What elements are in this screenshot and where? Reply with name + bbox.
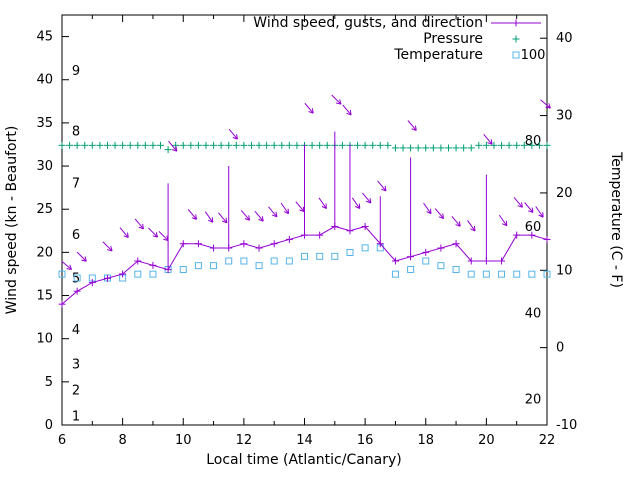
- beaufort-label: 9: [72, 64, 80, 79]
- y-right-tick-label: 10: [556, 263, 573, 278]
- beaufort-label: 3: [72, 358, 80, 373]
- fahrenheit-label: 20: [525, 392, 542, 407]
- beaufort-label: 4: [72, 323, 80, 338]
- y-left-tick-label: 0: [45, 418, 53, 433]
- x-tick-label: 10: [175, 433, 192, 448]
- x-tick-label: 16: [357, 433, 374, 448]
- right-axis-title: Temperature (C - F): [608, 151, 624, 288]
- beaufort-label: 6: [72, 228, 80, 243]
- legend-label-pressure: Pressure: [423, 31, 483, 47]
- y-right-tick-label: 20: [556, 186, 573, 201]
- y-right-tick-label: 30: [556, 109, 573, 124]
- y-left-tick-label: 30: [36, 159, 53, 174]
- temperature-marker: [317, 253, 323, 259]
- temperature-marker: [529, 271, 535, 277]
- legend-label-temperature: Temperature: [393, 47, 483, 63]
- y-left-tick-label: 40: [36, 73, 53, 88]
- legend-label-wind: Wind speed, gusts, and direction: [253, 15, 483, 31]
- y-left-tick-label: 10: [36, 332, 53, 347]
- temperature-marker: [408, 267, 414, 273]
- beaufort-label: 8: [72, 125, 80, 140]
- fahrenheit-label: 100: [521, 48, 546, 63]
- fahrenheit-label: 40: [525, 307, 542, 322]
- beaufort-label: 1: [72, 409, 80, 424]
- temperature-marker: [499, 271, 505, 277]
- x-tick-label: 20: [478, 433, 495, 448]
- legend-sample-marker: [513, 52, 519, 58]
- temperature-marker: [332, 253, 338, 259]
- y-left-tick-label: 5: [45, 375, 53, 390]
- data-series: [59, 95, 551, 308]
- temperature-marker: [195, 263, 201, 269]
- x-tick-label: 8: [118, 433, 126, 448]
- temperature-marker: [226, 258, 232, 264]
- temperature-marker: [286, 258, 292, 264]
- y-left-tick-label: 35: [36, 116, 53, 131]
- temperature-marker: [150, 271, 156, 277]
- y-left-tick-label: 45: [36, 30, 53, 45]
- temperature-marker: [362, 245, 368, 251]
- y-right-tick-label: 40: [556, 31, 573, 46]
- y-left-tick-label: 25: [36, 202, 53, 217]
- x-tick-label: 22: [539, 433, 556, 448]
- temperature-marker: [423, 258, 429, 264]
- temperature-marker: [135, 271, 141, 277]
- x-tick-label: 12: [236, 433, 253, 448]
- y-left-tick-label: 15: [36, 289, 53, 304]
- temperature-marker: [468, 271, 474, 277]
- temperature-marker: [271, 258, 277, 264]
- temperature-marker: [483, 271, 489, 277]
- x-tick-label: 14: [296, 433, 313, 448]
- x-axis-title: Local time (Atlantic/Canary): [206, 452, 402, 468]
- y-right-tick-label: -10: [556, 418, 577, 433]
- fahrenheit-label: 80: [525, 134, 542, 149]
- fahrenheit-label: 60: [525, 220, 542, 235]
- temperature-marker: [514, 271, 520, 277]
- left-axis-title: Wind speed (kn - Beaufort): [4, 126, 20, 315]
- x-tick-label: 6: [58, 433, 66, 448]
- temperature-marker: [180, 267, 186, 273]
- temperature-marker: [392, 271, 398, 277]
- temperature-marker: [438, 263, 444, 269]
- y-right-tick-label: 0: [556, 341, 564, 356]
- temperature-marker: [211, 263, 217, 269]
- temperature-marker: [347, 249, 353, 255]
- x-tick-label: 18: [417, 433, 434, 448]
- temperature-marker: [256, 263, 262, 269]
- y-left-tick-label: 20: [36, 245, 53, 260]
- beaufort-label: 7: [72, 176, 80, 191]
- temperature-marker: [241, 258, 247, 264]
- beaufort-label: 2: [72, 383, 80, 398]
- temperature-marker: [302, 253, 308, 259]
- temperature-marker: [453, 267, 459, 273]
- beaufort-label: 5: [72, 271, 80, 286]
